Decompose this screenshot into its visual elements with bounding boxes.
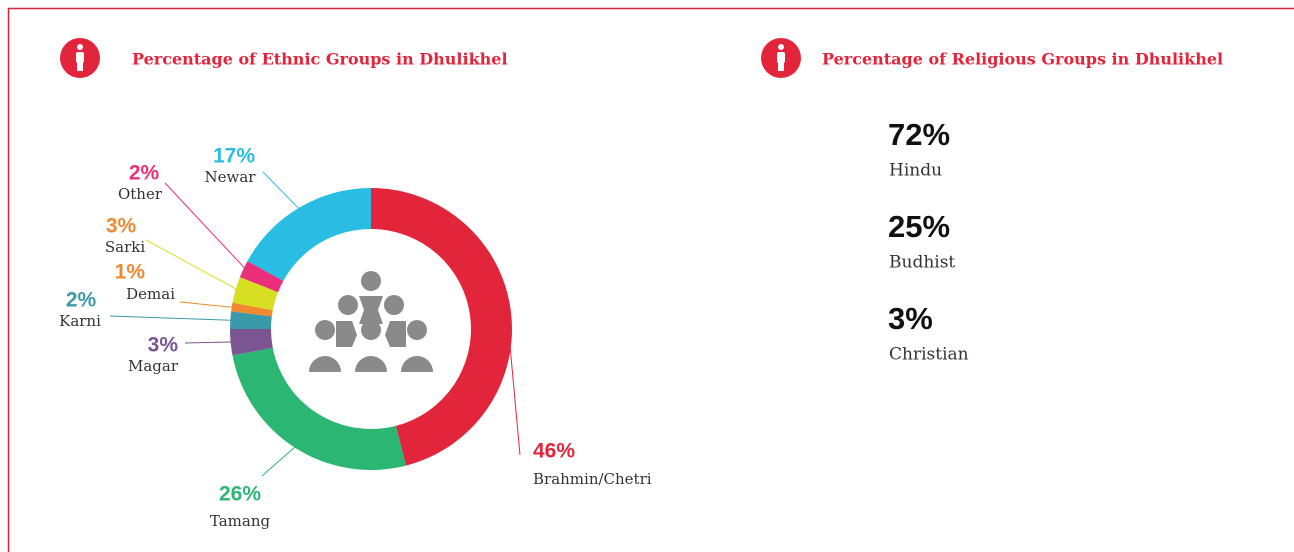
- donut-slice: [230, 311, 272, 329]
- value-label: 46%: [533, 440, 575, 463]
- chart-title: Percentage of Ethnic Groups in Dhulikhel: [132, 50, 508, 69]
- value-label: 3%: [148, 334, 179, 357]
- donut-slice: [247, 188, 371, 281]
- leader-line: [261, 444, 298, 477]
- chart-title: Percentage of Religious Groups in Dhulik…: [822, 50, 1223, 69]
- category-label: Demai: [126, 285, 175, 303]
- category-label: Karni: [59, 312, 101, 330]
- leader-line: [262, 171, 302, 212]
- value-label: 3%: [106, 215, 137, 238]
- leader-line: [145, 239, 240, 292]
- category-label: Tamang: [210, 512, 271, 530]
- value-label: 1%: [115, 261, 146, 284]
- leader-line: [164, 182, 248, 272]
- leader-line: [179, 301, 236, 309]
- donut-slice: [230, 329, 273, 356]
- category-label: Sarki: [105, 238, 145, 256]
- stat-value: 25%: [888, 209, 950, 244]
- category-label: Magar: [128, 357, 179, 375]
- stat-label: Christian: [889, 345, 969, 365]
- stat-label: Hindu: [889, 161, 942, 181]
- value-label: 26%: [219, 483, 261, 506]
- donut-slice: [232, 277, 279, 311]
- leader-line: [506, 311, 521, 456]
- leader-line: [184, 341, 235, 344]
- category-label: Other: [118, 185, 163, 203]
- people-icon: [309, 271, 433, 372]
- stat-value: 72%: [888, 117, 950, 152]
- category-label: Newar: [205, 168, 257, 186]
- donut-slice: [371, 188, 512, 466]
- donut-slice: [232, 347, 407, 470]
- person-icon: [60, 38, 100, 78]
- donut-slice: [239, 261, 284, 293]
- person-icon: [761, 38, 801, 78]
- donut-slice: [231, 302, 273, 317]
- category-label: Brahmin/Chetri: [533, 470, 652, 488]
- value-label: 17%: [213, 145, 255, 168]
- frame: [7, 7, 1294, 552]
- value-label: 2%: [129, 162, 160, 185]
- stat-label: Budhist: [889, 253, 955, 273]
- value-label: 2%: [66, 289, 97, 312]
- stat-value: 3%: [888, 301, 933, 336]
- leader-line: [109, 315, 235, 321]
